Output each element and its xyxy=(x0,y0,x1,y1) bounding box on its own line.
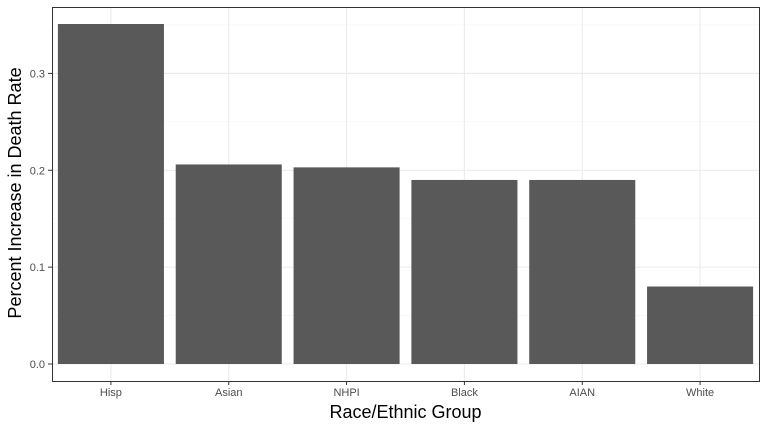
x-tick-label: White xyxy=(686,387,714,399)
y-tick-label: 0.3 xyxy=(30,68,45,80)
x-tick-label: AIAN xyxy=(569,387,595,399)
x-tick-label: NHPI xyxy=(333,387,359,399)
bar-aian xyxy=(529,179,636,364)
bar-white xyxy=(647,286,754,364)
y-axis-title: Percent Increase in Death Rate xyxy=(5,67,25,318)
panel-border xyxy=(52,7,760,382)
y-axis: 0.0 0.1 0.2 0.3 xyxy=(30,68,52,371)
x-axis-title: Race/Ethnic Group xyxy=(329,402,481,422)
bar-hisp xyxy=(57,24,164,364)
y-tick-label: 0.0 xyxy=(30,359,45,371)
x-tick-label: Black xyxy=(451,387,478,399)
bar-nhpi xyxy=(293,167,400,364)
y-tick-label: 0.1 xyxy=(30,262,45,274)
bars xyxy=(57,24,754,364)
x-tick-label: Asian xyxy=(215,387,243,399)
bar-asian xyxy=(175,164,282,364)
x-axis: Hisp Asian NHPI Black AIAN White xyxy=(100,381,714,399)
x-tick-label: Hisp xyxy=(100,387,122,399)
y-tick-label: 0.2 xyxy=(30,165,45,177)
bar-black xyxy=(411,179,518,364)
